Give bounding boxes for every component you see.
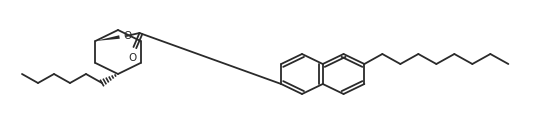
Text: O: O [123,31,132,41]
Polygon shape [95,35,120,41]
Text: O: O [128,53,136,63]
